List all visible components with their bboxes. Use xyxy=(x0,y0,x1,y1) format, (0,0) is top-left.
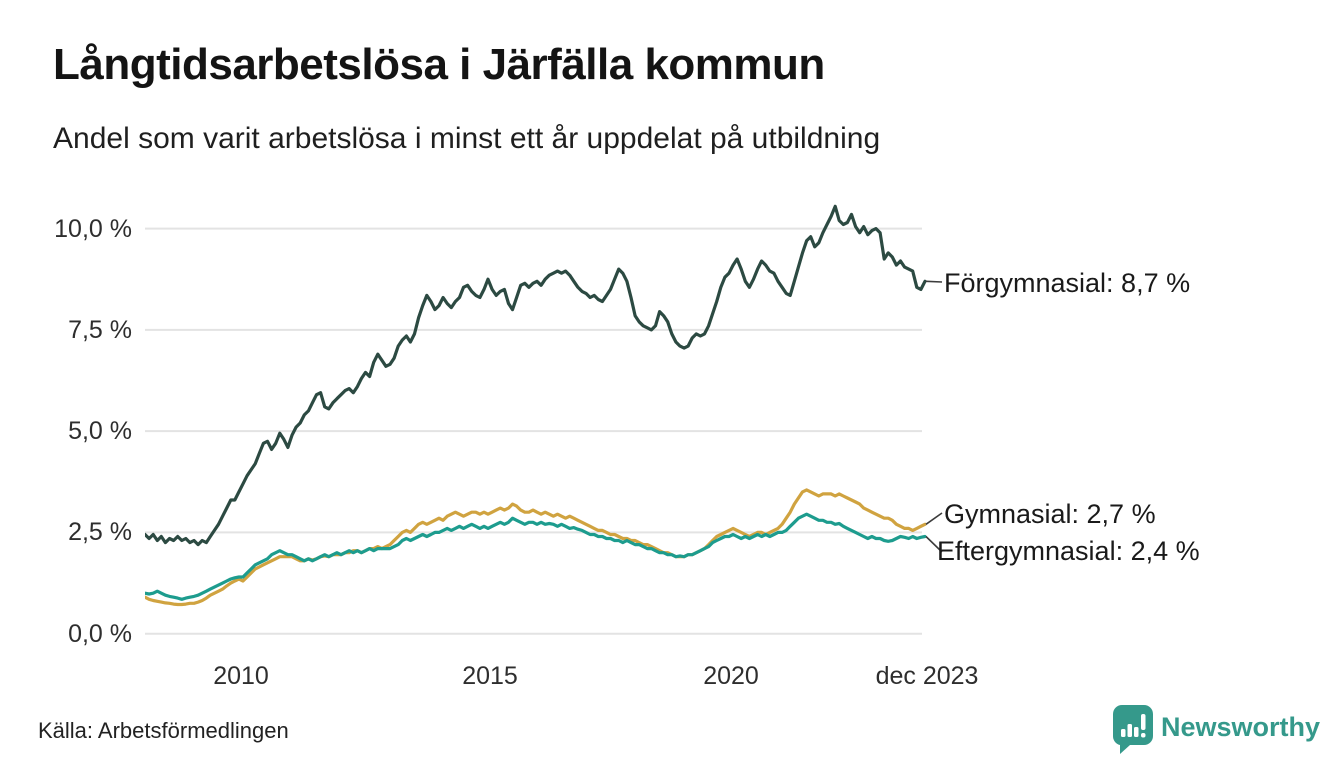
x-tick-label: dec 2023 xyxy=(875,662,979,690)
label-connector xyxy=(925,280,943,283)
x-tick-label: 2020 xyxy=(703,662,759,690)
y-tick-label: 0,0 % xyxy=(68,620,132,648)
x-tick-label: 2010 xyxy=(213,662,269,690)
line-chart-svg xyxy=(145,204,943,635)
newsworthy-logo[interactable]: Newsworthy xyxy=(1113,705,1320,757)
y-tick-label: 7,5 % xyxy=(68,316,132,344)
series-end-label-gymnasial: Gymnasial: 2,7 % xyxy=(944,499,1156,529)
label-connector xyxy=(925,535,943,553)
label-connector xyxy=(925,512,943,525)
x-tick-label: 2015 xyxy=(462,662,518,690)
series-line-gymnasial xyxy=(145,488,927,607)
series-line-förgymnasial xyxy=(145,204,927,547)
y-tick-label: 5,0 % xyxy=(68,417,132,445)
series-line-eftergymnasial xyxy=(145,512,927,601)
newsworthy-logo-icon xyxy=(1113,705,1153,754)
y-tick-label: 2,5 % xyxy=(68,518,132,546)
y-tick-label: 10,0 % xyxy=(54,215,132,243)
page-title: Långtidsarbetslösa i Järfälla kommun xyxy=(53,40,825,89)
newsworthy-logo-text: Newsworthy xyxy=(1161,712,1321,742)
source-attribution: Källa: Arbetsförmedlingen xyxy=(38,718,289,743)
chart-subtitle: Andel som varit arbetslösa i minst ett å… xyxy=(53,122,881,155)
series-end-label-forgymnasial: Förgymnasial: 8,7 % xyxy=(944,268,1191,298)
series-end-label-eftergymnasial: Eftergymnasial: 2,4 % xyxy=(937,536,1200,566)
